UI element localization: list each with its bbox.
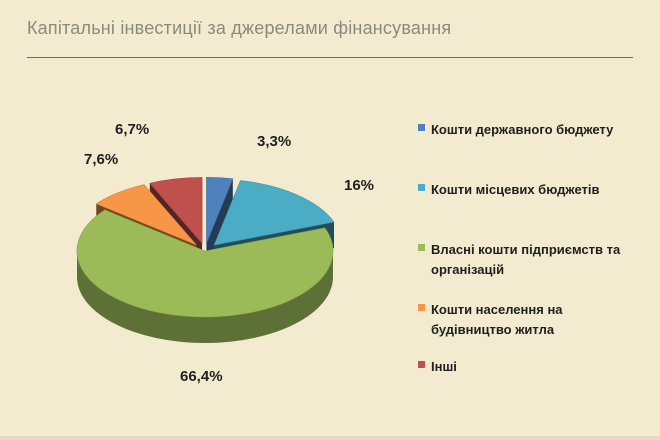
pie-slice <box>149 177 203 245</box>
legend-label: Власні кошти підприємств та організацій <box>431 242 621 277</box>
pie-slice <box>213 180 335 246</box>
page-title: Капітальні інвестиції за джерелами фінан… <box>27 18 452 38</box>
data-label: 6,7% <box>115 121 149 138</box>
legend-label: Інші <box>431 359 457 374</box>
pie-tops <box>76 177 335 318</box>
pie-slice-side <box>77 251 333 343</box>
title-divider <box>27 57 633 58</box>
pie-slice-wall <box>206 178 233 270</box>
pie-slice <box>76 209 334 318</box>
legend-label: Кошти місцевих бюджетів <box>431 182 600 197</box>
legend-swatch <box>418 244 425 251</box>
legend-swatch <box>418 124 425 131</box>
pie-slice <box>95 184 197 246</box>
pie-slice <box>206 177 234 244</box>
data-label: 3,3% <box>257 133 291 150</box>
legend-label: Кошти населення на будівництво житла <box>431 302 563 337</box>
data-label: 16% <box>344 177 374 194</box>
legend-swatch <box>418 361 425 368</box>
data-label: 7,6% <box>84 151 118 168</box>
pie-chart: 3,3% 16% 66,4% 7,6% 6,7% <box>76 121 374 385</box>
legend-label: Кошти державного бюджету <box>431 122 614 137</box>
footer-strip <box>0 436 660 440</box>
data-label: 66,4% <box>180 368 223 385</box>
legend-swatch <box>418 304 425 311</box>
legend-swatch <box>418 184 425 191</box>
